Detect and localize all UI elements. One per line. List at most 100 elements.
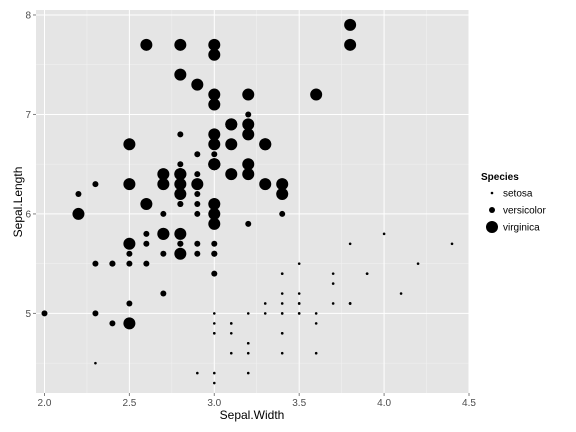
point-setosa <box>212 332 216 335</box>
point-versicolor <box>126 250 133 257</box>
point-versicolor <box>160 210 167 217</box>
point-versicolor <box>109 320 116 327</box>
point-versicolor <box>126 260 133 267</box>
major-grid <box>36 10 470 393</box>
point-setosa <box>297 302 301 305</box>
point-virginica <box>174 178 187 191</box>
legend-key-virginica <box>486 221 498 233</box>
point-versicolor <box>194 171 201 178</box>
point-virginica <box>174 227 187 240</box>
point-virginica <box>225 138 238 151</box>
point-versicolor <box>194 250 201 257</box>
point-versicolor <box>177 161 184 168</box>
y-tick-label: 7 <box>25 110 31 121</box>
point-virginica <box>242 118 255 131</box>
point-versicolor <box>92 260 99 267</box>
point-virginica <box>72 207 85 220</box>
point-virginica <box>208 197 221 210</box>
point-versicolor <box>194 200 201 207</box>
x-axis-title: Sepal.Width <box>220 408 285 422</box>
y-tick-label: 8 <box>25 10 31 21</box>
point-setosa <box>450 242 454 246</box>
point-versicolor <box>160 290 167 297</box>
point-setosa <box>212 381 216 385</box>
x-tick-label: 4.5 <box>462 398 476 409</box>
point-setosa <box>314 322 318 325</box>
point-versicolor <box>143 230 150 237</box>
point-virginica <box>344 18 357 31</box>
point-virginica <box>242 128 255 141</box>
point-virginica <box>157 168 170 181</box>
point-virginica <box>208 138 221 151</box>
point-versicolor <box>211 151 218 158</box>
point-versicolor <box>194 210 201 217</box>
point-versicolor <box>194 240 201 247</box>
point-virginica <box>140 38 153 51</box>
point-virginica <box>208 128 221 141</box>
legend: Species setosa versicolor virginica <box>481 172 546 234</box>
point-setosa <box>331 272 335 275</box>
point-setosa <box>212 371 216 375</box>
point-virginica <box>174 68 187 81</box>
point-versicolor <box>92 310 99 317</box>
point-virginica <box>191 178 204 191</box>
point-virginica <box>123 317 136 330</box>
point-versicolor <box>177 240 184 247</box>
point-virginica <box>174 188 187 201</box>
point-setosa <box>348 302 352 305</box>
point-virginica <box>191 78 204 91</box>
point-versicolor <box>211 270 218 277</box>
data-points <box>41 18 454 385</box>
point-setosa <box>229 351 233 355</box>
x-axis-ticks: 2.0 2.5 3.0 3.5 4.0 4.5 <box>38 393 476 409</box>
legend-key-setosa <box>490 191 494 195</box>
point-versicolor <box>245 220 252 227</box>
x-tick-label: 3.0 <box>207 398 221 409</box>
point-setosa <box>229 322 233 325</box>
point-setosa <box>280 302 284 305</box>
point-virginica <box>174 38 187 51</box>
point-versicolor <box>177 200 184 207</box>
point-setosa <box>365 272 369 275</box>
point-versicolor <box>92 181 99 188</box>
point-versicolor <box>177 131 184 138</box>
point-versicolor <box>160 250 167 257</box>
point-virginica <box>276 178 289 191</box>
point-virginica <box>259 138 272 151</box>
point-versicolor <box>194 151 201 158</box>
point-virginica <box>208 88 221 101</box>
point-setosa <box>263 312 267 315</box>
point-versicolor <box>211 240 218 247</box>
point-virginica <box>157 178 170 191</box>
point-virginica <box>208 38 221 51</box>
point-setosa <box>246 371 250 375</box>
legend-label-setosa: setosa <box>503 189 533 200</box>
point-setosa <box>212 322 216 325</box>
point-setosa <box>196 371 199 375</box>
point-versicolor <box>211 250 218 257</box>
point-setosa <box>246 351 250 355</box>
point-setosa <box>280 351 284 355</box>
point-setosa <box>229 332 233 335</box>
point-virginica <box>123 237 136 250</box>
y-tick-label: 6 <box>25 209 31 220</box>
point-setosa <box>280 272 284 275</box>
point-setosa <box>331 282 335 285</box>
point-setosa <box>280 292 284 295</box>
point-virginica <box>157 227 170 240</box>
point-versicolor <box>143 260 150 267</box>
point-virginica <box>276 188 289 201</box>
point-versicolor <box>245 111 252 118</box>
legend-entries: setosa versicolor virginica <box>486 189 546 234</box>
point-virginica <box>344 38 357 51</box>
point-setosa <box>348 242 352 246</box>
point-versicolor <box>75 191 82 198</box>
point-setosa <box>297 312 301 315</box>
minor-grid <box>36 10 469 393</box>
y-axis-title: Sepal.Length <box>11 167 25 238</box>
y-axis-ticks: 5 6 7 8 <box>25 10 36 320</box>
point-virginica <box>242 168 255 181</box>
plot-panel <box>36 10 469 393</box>
point-virginica <box>208 158 221 171</box>
